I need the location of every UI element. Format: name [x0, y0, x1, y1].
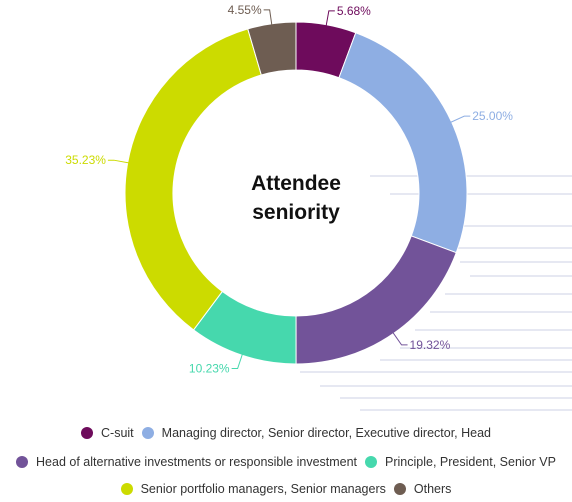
legend-row-3: Senior portfolio managers, Senior manage…: [0, 482, 572, 496]
legend-swatch-c-suit: [81, 427, 93, 439]
label-leader-line: [263, 9, 273, 26]
legend-item-head-alt-investments: Head of alternative investments or respo…: [16, 455, 357, 469]
legend-item-c-suit: C-suit: [81, 426, 134, 440]
slice-data-label: 10.23%: [189, 362, 230, 376]
legend-swatch-others: [393, 483, 406, 495]
legend-swatch-principle: [365, 456, 378, 468]
legend-label-head-alt-investments: Head of alternative investments or respo…: [36, 455, 358, 469]
leader-lines: [107, 9, 471, 370]
legend-label-managing-director: Managing director, Senior director, Exec…: [161, 426, 491, 440]
donut-slice: [247, 21, 297, 76]
slice-labels: 5.68% 25.00% 19.32% 10.23% 35.23% 4.55%: [65, 3, 513, 376]
legend-label-others: Others: [413, 482, 452, 496]
slice-data-label: 25.00%: [472, 109, 513, 123]
slice-data-label: 19.32%: [410, 338, 451, 352]
label-leader-line: [107, 159, 130, 164]
legend-item-senior-pm: Senior portfolio managers, Senior manage…: [120, 482, 386, 496]
donut-slices: [124, 21, 468, 365]
slice-data-label: 35.23%: [65, 153, 106, 167]
slice-data-label: 5.68%: [337, 4, 371, 18]
legend-label-principle: Principle, President, Senior VP: [385, 455, 556, 469]
legend-label-senior-pm: Senior portfolio managers, Senior manage…: [140, 482, 386, 496]
donut-slice: [338, 32, 468, 254]
chart-title-line-1: Attendee: [251, 172, 341, 195]
legend-label-c-suit: C-suit: [101, 426, 134, 440]
legend-item-managing-director: Managing director, Senior director, Exec…: [141, 426, 491, 440]
chart-title-line-2: seniority: [252, 201, 340, 224]
legend-swatch-head-alt-investments: [16, 456, 29, 468]
label-leader-line: [392, 331, 408, 346]
legend-item-others: Others: [393, 482, 452, 496]
legend-item-principle: Principle, President, Senior VP: [365, 455, 556, 469]
label-leader-line: [449, 115, 471, 124]
label-leader-line: [231, 353, 244, 370]
label-leader-line: [325, 10, 335, 27]
legend-row-2: Head of alternative investments or respo…: [0, 455, 572, 469]
legend-swatch-senior-pm: [120, 483, 133, 495]
donut-slice: [124, 28, 262, 331]
legend-row-1: C-suit Managing director, Senior directo…: [0, 426, 572, 440]
donut-chart: 5.68% 25.00% 19.32% 10.23% 35.23% 4.55% Atten…: [65, 3, 513, 376]
legend-swatch-managing-director: [141, 427, 154, 439]
slice-data-label: 4.55%: [228, 3, 262, 17]
